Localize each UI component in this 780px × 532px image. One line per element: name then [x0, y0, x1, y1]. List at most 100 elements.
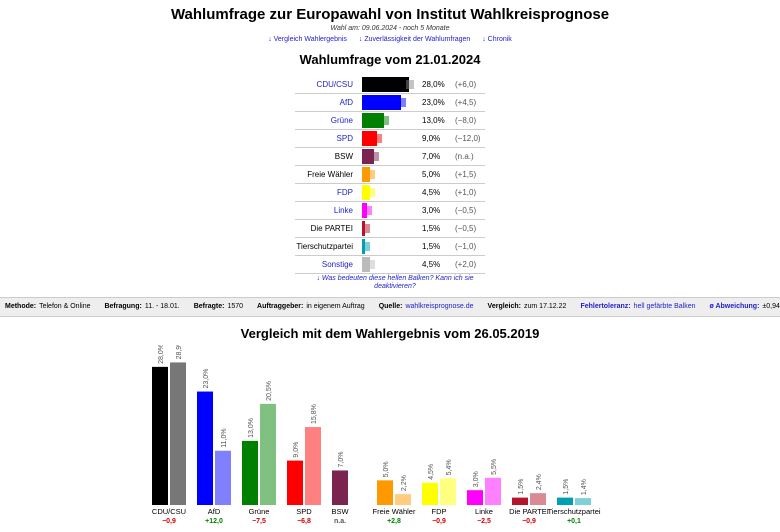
election-date-subline: Wahl am: 09.06.2024 - noch 5 Monate — [330, 25, 450, 32]
meta-item: Vergleich: zum 17.12.22 — [488, 303, 567, 310]
comparison-title: Vergleich mit dem Wahlergebnis vom 26.05… — [240, 326, 540, 341]
bar-data-label: 5,0% — [383, 461, 390, 477]
bar-data-label: 7,0% — [338, 451, 345, 467]
poll-bar — [362, 167, 376, 182]
poll-diff: (n.a.) — [455, 152, 474, 161]
result-2019-bar-mark — [485, 477, 501, 505]
poll-error-margin — [362, 224, 370, 233]
poll-row: Die PARTEI 1,5% (−0,5) — [295, 220, 485, 238]
meta-label: Methode: — [5, 303, 37, 310]
link-vergleich[interactable]: ↓ Vergleich Wahlergebnis — [268, 36, 347, 43]
poll-error-margin — [366, 260, 375, 269]
page-title: Wahlumfrage zur Europawahl von Institut … — [170, 6, 610, 23]
poll-party-label: BSW — [334, 152, 353, 161]
poll-row: Grüne 13,0% (−8,0) — [295, 112, 485, 130]
poll-error-margin — [406, 80, 414, 89]
poll-bar — [362, 149, 379, 164]
meta-label: Vergleich: — [487, 303, 522, 310]
result-2019-bar-mark — [440, 478, 456, 505]
poll-diff: (+6,0) — [455, 80, 477, 89]
meta-value: zum 17.12.22 — [524, 303, 567, 310]
poll-diff: (−0,5) — [455, 206, 477, 215]
poll-error-margin — [397, 98, 406, 107]
poll-diff: (−0,5) — [455, 224, 477, 233]
poll-party-label[interactable]: SPD — [336, 134, 353, 143]
poll-row: AfD 23,0% (+4,5) — [295, 94, 485, 112]
poll-row: Linke 3,0% (−0,5) — [295, 202, 485, 220]
result-2019-bar-mark — [215, 450, 231, 505]
category-tick-label: AfD — [208, 507, 221, 516]
link-chronik[interactable]: ↓ Chronik — [482, 36, 512, 43]
bar-data-label: 28,0% — [158, 345, 165, 364]
poll-party-label[interactable]: FDP — [337, 188, 353, 197]
poll-error-margin — [370, 152, 379, 161]
poll-table: CDU/CSU 28,0% (+6,0) AfD 23,0% (+4,5) Grüne 13,… — [295, 76, 485, 274]
poll-title: Wahlumfrage vom 21.01.2024 — [299, 52, 481, 67]
meta-value[interactable]: wahlkreisprognose.de — [405, 303, 474, 310]
meta-value: in eigenem Auftrag — [306, 303, 365, 310]
meta-label[interactable]: Fehlertoleranz: — [580, 303, 631, 310]
category-tick-label: CDU/CSU — [152, 507, 186, 516]
bar-data-label: 2,4% — [536, 474, 543, 490]
poll-value: 9,0% — [422, 134, 441, 143]
poll-bar-mark — [422, 482, 438, 505]
meta-value[interactable]: hell gefärbte Balken — [633, 303, 696, 310]
bar-data-label: 23,0% — [203, 369, 210, 389]
meta-item: Befragte: 1570 — [194, 303, 243, 310]
poll-party-label[interactable]: Grüne — [330, 116, 353, 125]
poll-row: Tierschutzpartei 1,5% (−1,0) — [295, 238, 485, 256]
category-diff-label: +2,8 — [387, 518, 401, 525]
bar-data-label: 20,5% — [266, 381, 273, 401]
poll-bar-mark — [197, 391, 213, 505]
bar-data-label: 13,0% — [248, 418, 255, 438]
poll-error-margin — [380, 116, 389, 125]
poll-value: 4,5% — [422, 260, 441, 269]
meta-label: Befragte: — [193, 303, 225, 310]
meta-item: Methode: Telefon & Online — [5, 303, 90, 310]
category-tick-label: Linke — [475, 507, 493, 516]
poll-bar-mark — [287, 460, 303, 505]
meta-value: 11. - 18.01. — [144, 303, 180, 310]
poll-bar-mark — [377, 480, 393, 505]
poll-error-margin — [366, 188, 375, 197]
result-2019-bar-mark — [170, 362, 186, 505]
poll-party-label: Tierschutzpartei — [296, 242, 353, 251]
poll-bar — [362, 95, 406, 110]
poll-party-label[interactable]: Sonstige — [321, 260, 353, 269]
poll-diff: (−8,0) — [455, 116, 477, 125]
poll-error-margin — [362, 242, 370, 251]
meta-label: Befragung: — [104, 303, 142, 310]
category-tick-label: Tierschutzpartei — [547, 507, 600, 516]
poll-row: Sonstige 4,5% (+2,0) — [295, 256, 485, 274]
poll-value: 7,0% — [422, 152, 441, 161]
link-zuverlaessigkeit[interactable]: ↓ Zuverlässigkeit der Wahlumfragen — [358, 36, 471, 43]
bar-data-label: 28,9% — [176, 345, 183, 359]
poll-bar-mark — [152, 366, 168, 505]
poll-value: 1,5% — [422, 242, 441, 251]
bar-explanation-link[interactable]: ↓ Was bedeuten diese hellen Balken? Kann… — [316, 275, 474, 290]
category-tick-label: BSW — [331, 507, 349, 516]
poll-bar-mark — [242, 440, 258, 505]
poll-party-label: Die PARTEI — [310, 224, 353, 233]
bar-data-label: 4,5% — [428, 464, 435, 480]
category-diff-label: −6,8 — [297, 518, 311, 525]
meta-value: ±0,94 — [762, 303, 780, 310]
poll-bar — [362, 131, 383, 146]
poll-row: SPD 9,0% (−12,0) — [295, 130, 485, 148]
category-diff-label: n.a. — [334, 518, 346, 525]
bar-data-label: 1,4% — [581, 479, 588, 495]
poll-value: 23,0% — [422, 98, 445, 107]
category-diff-label: −0,9 — [522, 518, 536, 525]
poll-party-label[interactable]: Linke — [333, 206, 353, 215]
poll-party-label[interactable]: CDU/CSU — [316, 80, 353, 89]
poll-row: FDP 4,5% (+1,0) — [295, 184, 485, 202]
category-tick-label: Die PARTEI — [509, 507, 549, 516]
bar-data-label: 3,0% — [473, 471, 480, 487]
meta-item: Auftraggeber: in eigenem Auftrag — [257, 303, 365, 310]
poll-party-label: Freie Wähler — [307, 170, 353, 179]
poll-bar — [362, 239, 370, 254]
poll-party-label[interactable]: AfD — [339, 98, 353, 107]
poll-row: Freie Wähler 5,0% (+1,5) — [295, 166, 485, 184]
meta-label[interactable]: ø Abweichung: — [709, 303, 760, 310]
poll-bar — [362, 257, 375, 272]
